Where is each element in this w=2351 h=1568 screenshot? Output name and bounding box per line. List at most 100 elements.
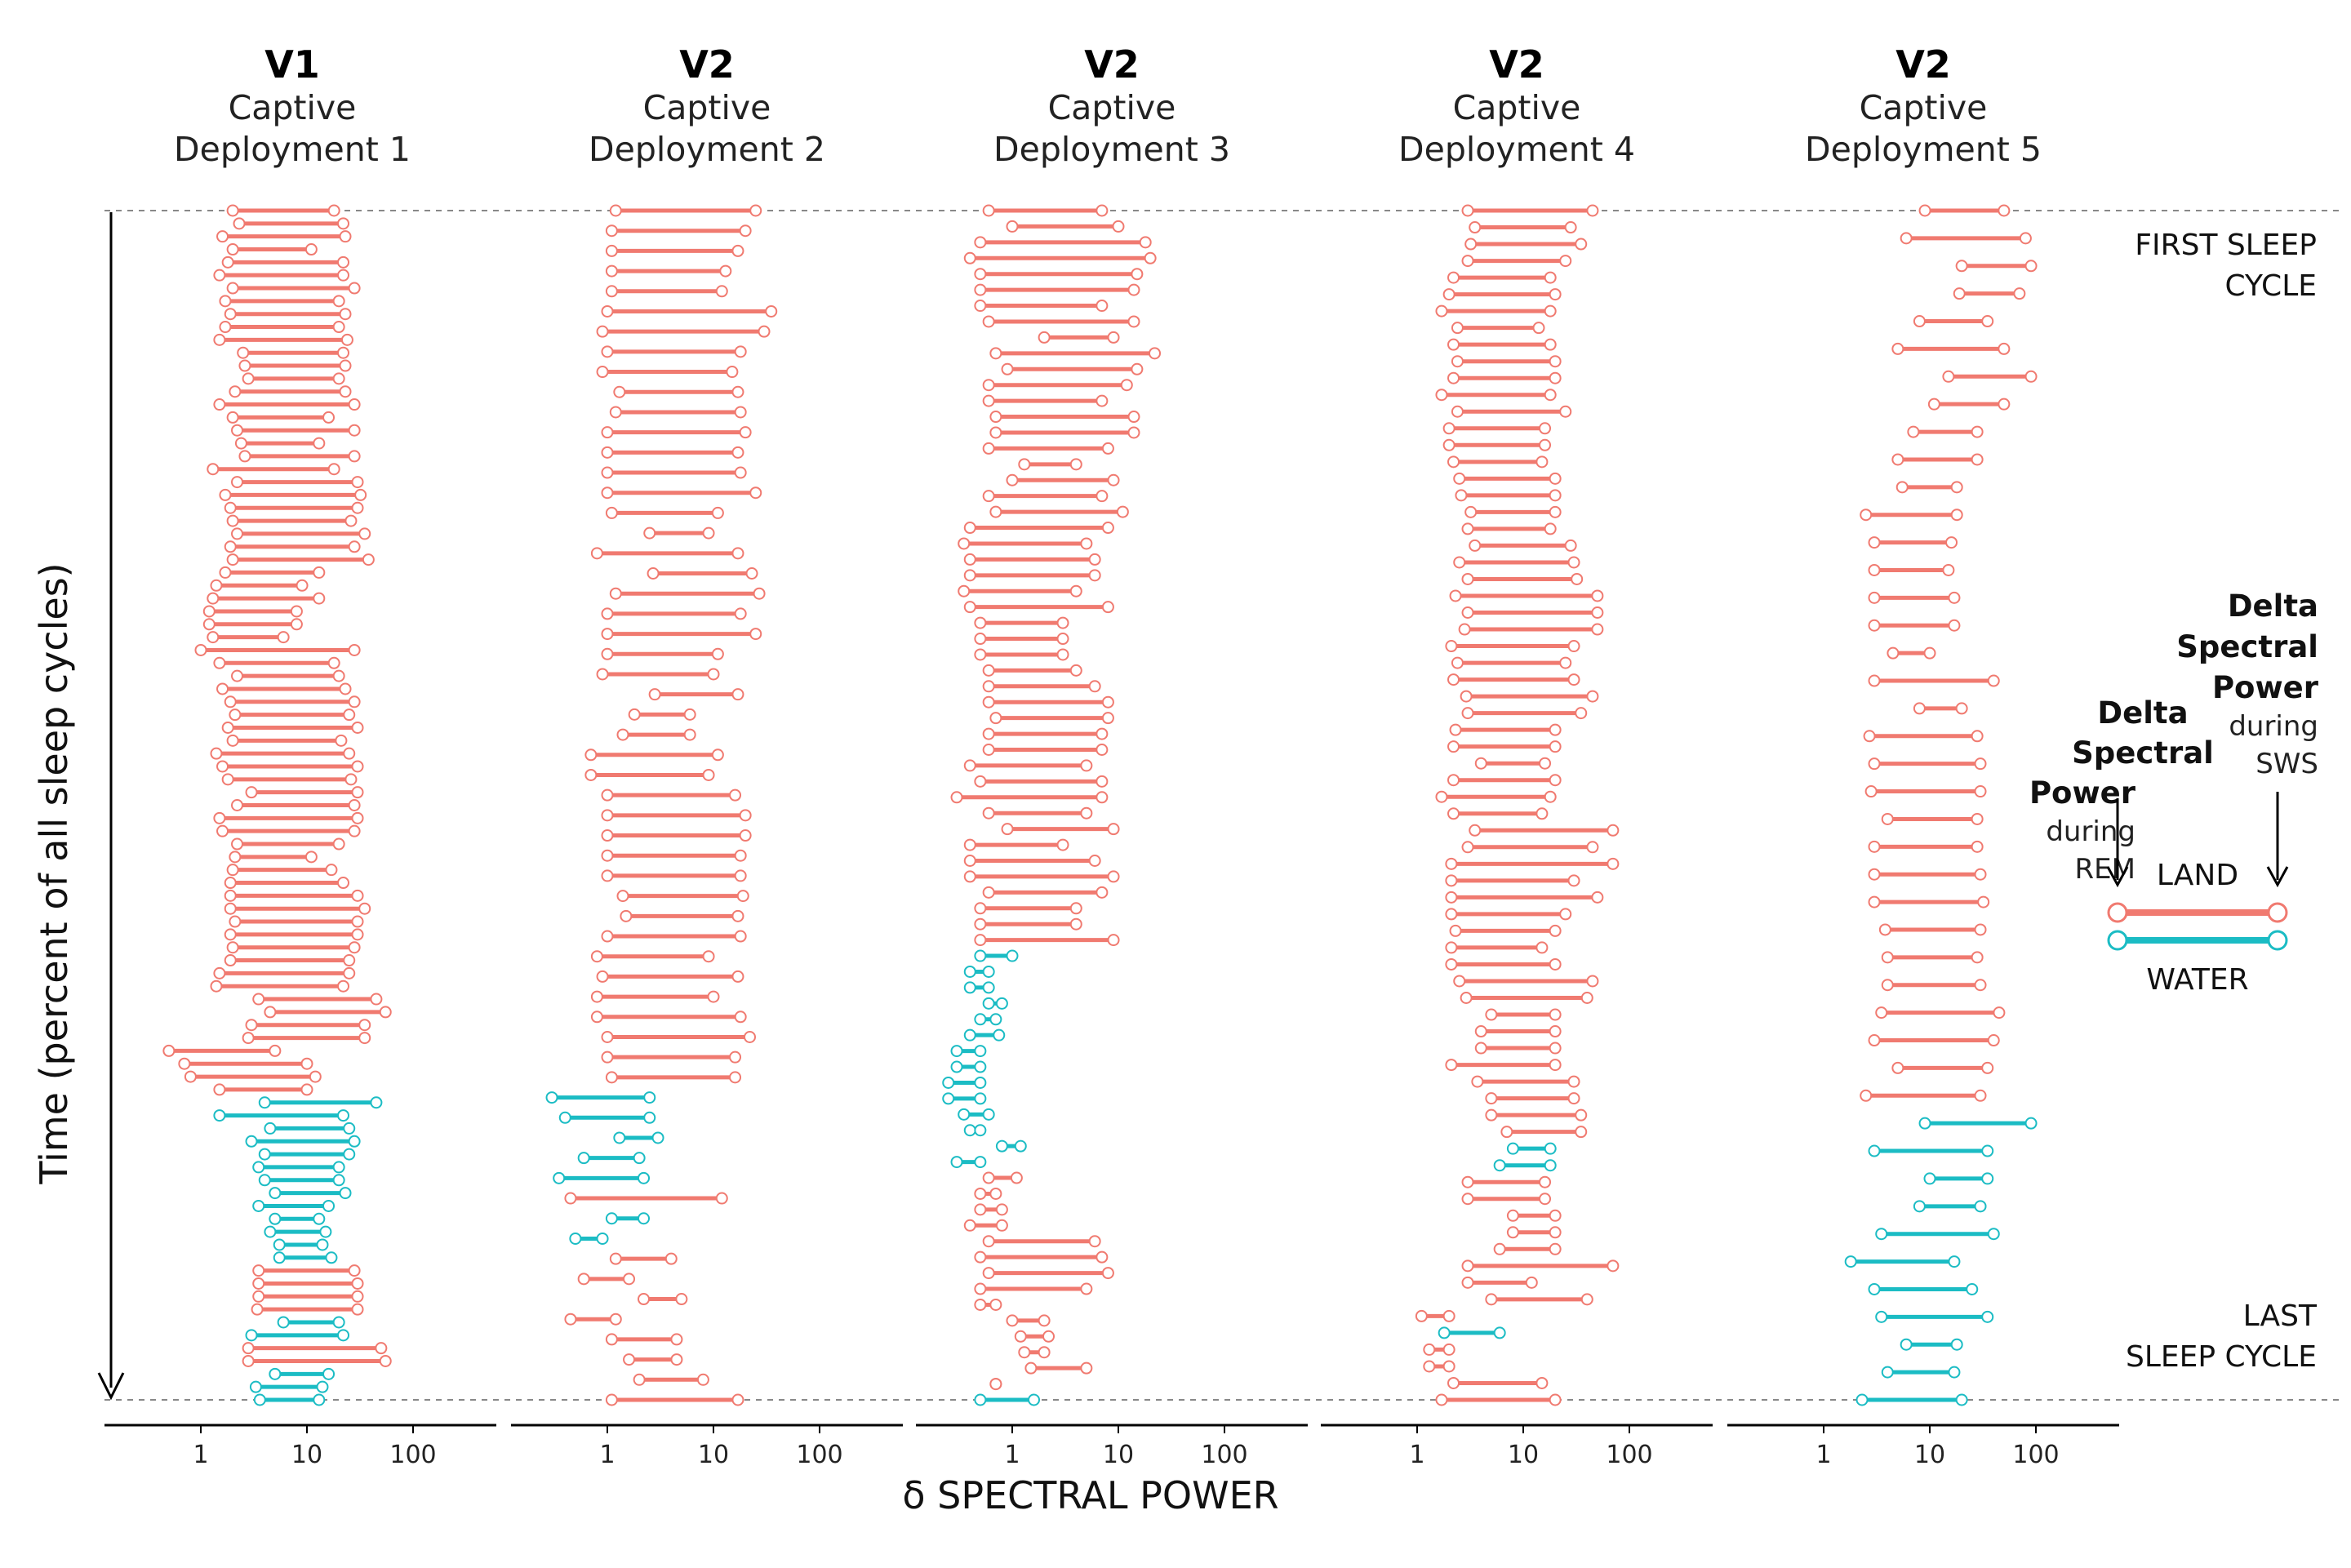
rem-point [963,569,976,582]
rem-point [989,712,1002,725]
sws-point [715,285,728,298]
sws-point [1101,442,1114,455]
sws-point [734,345,747,358]
rem-point [252,1277,265,1290]
sws-point [1101,712,1114,725]
rem-point [1451,405,1464,418]
rem-point [963,838,976,851]
rem-point [234,437,247,450]
panel-deployment: Deployment 4 [1398,130,1635,169]
sws-point [1069,902,1082,915]
first-cycle-label-line1: FIRST SLEEP [2135,229,2317,262]
sws-point [370,1096,383,1109]
sws-point [351,786,364,799]
rem-point [590,1011,603,1024]
rem-point [1875,1310,1888,1323]
sws-point [719,264,732,278]
rem-point [1018,458,1031,471]
rem-point [1878,923,1891,936]
rem-point [264,1006,277,1019]
rem-point [1461,1276,1474,1289]
legend-sws-line5: SWS [2255,748,2318,780]
sws-point [1567,874,1580,887]
rem-point [1447,338,1460,351]
rem-point [1442,422,1455,435]
rem-point [1942,370,1955,383]
sws-point [1945,536,1958,549]
rem-point [601,628,614,641]
sws-point [319,1225,332,1238]
x-tick-label: 1 [599,1441,615,1469]
sws-point [1974,979,1987,992]
sws-point [358,1032,371,1045]
sws-point [729,788,742,802]
sws-point [348,1264,361,1277]
rem-point [1863,730,1876,743]
rem-point [238,450,251,463]
rem-point [989,426,1002,439]
sws-point [1096,775,1109,788]
rem-point [1855,1393,1869,1406]
rem-point [601,345,614,358]
rem-point [1881,812,1894,825]
rem-point [213,333,226,346]
sws-point [1955,702,1968,715]
rem-point [982,1235,995,1248]
sws-point [1549,1242,1562,1255]
sws-point [1549,489,1562,502]
rem-point [226,553,239,566]
rem-point [605,506,618,519]
sws-point [339,1187,352,1200]
sws-point [1981,1310,1994,1323]
rem-point [1927,398,1940,411]
sws-point [1442,1343,1455,1356]
rem-point [226,514,239,527]
rem-point [1449,589,1462,602]
rem-point [648,688,661,701]
rem-point [584,768,598,781]
rem-point [224,540,237,553]
sws-point [731,909,744,922]
sws-point [1974,1089,1987,1102]
rem-point [963,553,976,566]
sws-point [643,1111,656,1124]
rem-point [974,1298,987,1311]
rem-point [213,269,226,282]
rem-point [1461,255,1474,268]
rem-point [584,748,598,762]
sws-point [348,450,361,463]
rem-point [202,618,216,631]
x-tick-label: 100 [1606,1441,1652,1469]
rem-point [252,1264,265,1277]
rem-point [989,505,1002,518]
rem-point [1493,1242,1506,1255]
sws-point [348,540,361,553]
sws-point [339,359,352,372]
rem-point [974,236,987,249]
sws-point [1116,505,1129,518]
sws-point [343,747,356,760]
rem-point [1445,1059,1458,1072]
sws-point [325,864,338,877]
sws-point [731,1393,744,1406]
rem-point [1453,975,1466,988]
rem-point [620,909,633,922]
sws-point [1987,1034,2000,1047]
x-tick-label: 10 [698,1441,729,1469]
sws-point [1607,1259,1620,1273]
rem-point [974,268,987,281]
sws-point [1549,740,1562,753]
legend-land-rem-dot [2107,902,2128,923]
rem-point [251,1303,264,1316]
rem-point [226,864,239,877]
sws-point [1096,886,1109,899]
rem-point [633,1373,646,1386]
sws-point [739,809,752,822]
sws-point [974,1092,987,1105]
sws-point [1948,591,1961,604]
sws-point [1080,1282,1093,1295]
legend-rem-line4: during [2046,815,2135,848]
sws-point [322,411,336,424]
rem-point [1447,774,1460,787]
